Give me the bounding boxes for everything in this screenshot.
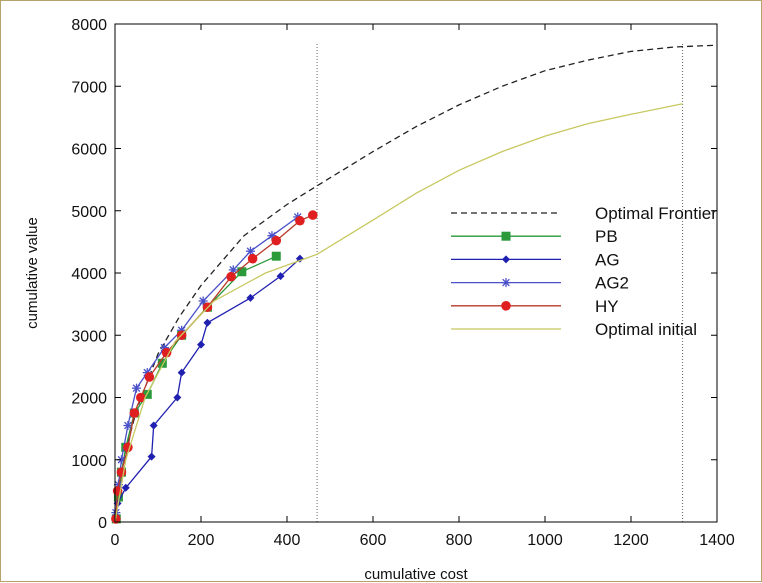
legend-marker-ag2	[501, 278, 511, 288]
legend-entry-ag2: AG2	[451, 274, 629, 293]
legend-label-pb: PB	[595, 227, 618, 246]
data-point-hy	[271, 235, 282, 246]
series-hy	[111, 210, 318, 524]
x-axis-title: cumulative cost	[364, 566, 468, 583]
y-tick-label: 3000	[71, 328, 107, 345]
legend-entry-pb: PB	[451, 227, 618, 246]
data-point-pb	[157, 358, 167, 368]
data-point-ag	[113, 499, 122, 508]
legend-label-optimal-initial: Optimal initial	[595, 320, 697, 339]
y-tick-label: 8000	[71, 17, 107, 34]
legend-entry-hy: HY	[451, 297, 619, 316]
data-point-ag	[276, 272, 285, 281]
data-point-hy	[295, 215, 305, 226]
data-point-hy	[136, 392, 146, 403]
series-layer	[111, 44, 718, 524]
y-tick-label: 0	[98, 515, 107, 532]
legend-entry-ag: AG	[451, 250, 620, 269]
legend-marker-ag	[502, 255, 510, 264]
series-line-ag2	[115, 216, 299, 513]
data-point-ag	[177, 368, 186, 377]
legend-label-hy: HY	[595, 297, 619, 316]
data-point-pb	[237, 267, 247, 277]
data-point-pb	[113, 492, 123, 502]
data-point-ag	[149, 421, 158, 430]
y-tick-label: 4000	[71, 266, 107, 283]
data-point-hy	[161, 347, 172, 358]
legend-label-ag: AG	[595, 250, 620, 269]
series-optimal-initial	[114, 103, 683, 523]
data-point-ag	[147, 452, 156, 461]
series-ag2	[111, 212, 303, 518]
y-tick-label: 7000	[71, 79, 107, 96]
data-point-ag	[197, 340, 205, 349]
x-tick-label: 1400	[699, 532, 735, 549]
data-point-pb	[271, 251, 281, 261]
y-tick-label: 6000	[71, 142, 107, 159]
legend-label-ag2: AG2	[595, 274, 629, 293]
data-point-hy	[226, 271, 236, 282]
x-tick-label: 400	[274, 532, 301, 549]
series-line-optimal-initial	[114, 103, 683, 523]
legend-label-optimal-frontier: Optimal Frontier	[595, 204, 717, 223]
series-line-hy	[115, 214, 314, 519]
y-tick-label: 1000	[71, 453, 107, 470]
legend-entry-optimal-initial: Optimal initial	[451, 320, 697, 339]
x-tick-label: 800	[446, 532, 473, 549]
x-tick-label: 600	[360, 532, 387, 549]
data-point-ag2	[123, 421, 133, 431]
series-line-ag	[115, 258, 301, 516]
data-point-ag	[203, 318, 212, 327]
data-point-hy	[129, 408, 140, 418]
x-tick-label: 1000	[527, 532, 563, 549]
series-ag	[111, 254, 304, 520]
data-point-ag	[173, 393, 182, 402]
y-axis-title: cumulative value	[24, 217, 41, 329]
data-point-hy	[247, 253, 258, 264]
data-point-ag	[246, 293, 255, 302]
legend-entry-optimal-frontier: Optimal Frontier	[451, 204, 717, 223]
x-tick-label: 0	[111, 532, 120, 549]
data-point-ag2	[132, 383, 141, 393]
y-tick-label: 5000	[71, 204, 107, 221]
x-tick-label: 1200	[613, 532, 649, 549]
data-point-ag2	[198, 296, 208, 306]
legend: Optimal Frontier PB AG AG2 HY Optimal initial	[451, 204, 717, 339]
data-point-hy	[308, 210, 318, 220]
x-tick-label: 200	[188, 532, 215, 549]
legend-marker-pb	[501, 231, 511, 241]
data-point-ag2	[245, 246, 255, 256]
data-point-hy	[144, 372, 155, 382]
legend-marker-hy	[501, 301, 511, 311]
data-point-ag	[121, 483, 130, 492]
y-tick-label: 2000	[71, 391, 107, 408]
axis-layer: 0 200 400 600 800 1000 1200 1400 0 1000 2000 3000 40…	[71, 17, 734, 549]
